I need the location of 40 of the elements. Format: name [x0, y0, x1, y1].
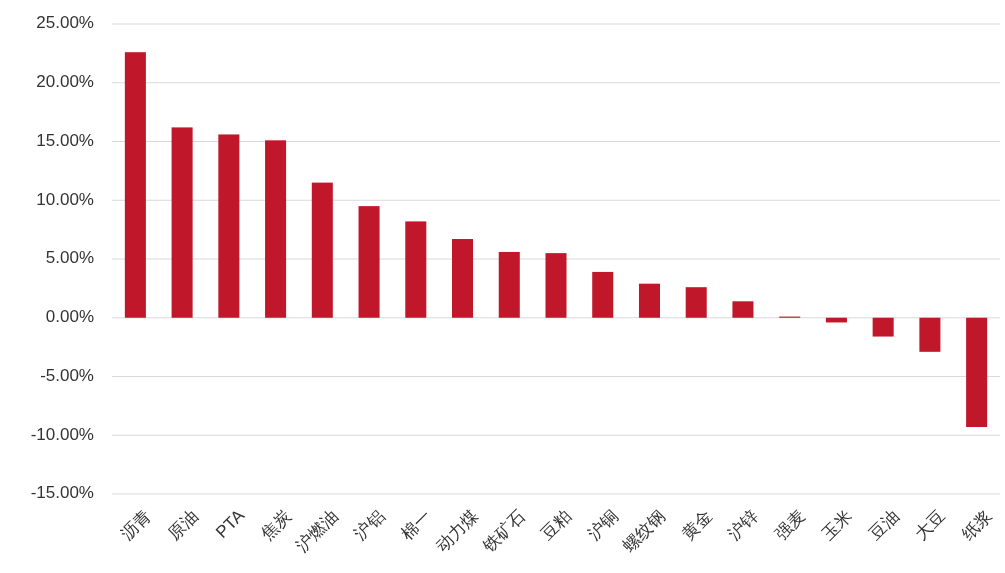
x-tick-label: 沪锌 — [724, 505, 763, 544]
x-tick-label: PTA — [212, 505, 249, 542]
y-tick-label: 0.00% — [45, 307, 94, 327]
x-tick-label: 沪燃油 — [292, 505, 342, 556]
bar — [171, 127, 193, 318]
bar — [732, 301, 754, 318]
x-tick-label: 纸浆 — [958, 505, 996, 544]
bar — [124, 52, 146, 318]
x-tick-label: 豆粕 — [537, 505, 576, 544]
bar — [919, 317, 941, 352]
x-tick-label: 沪铝 — [350, 505, 389, 544]
bar — [311, 182, 333, 318]
bar — [638, 283, 660, 318]
x-tick-label: 大豆 — [911, 505, 950, 544]
bar — [685, 287, 707, 318]
x-tick-label: 豆油 — [864, 505, 903, 544]
bar — [592, 271, 614, 318]
bar — [405, 221, 427, 318]
bar — [358, 206, 380, 318]
x-tick-label: 玉米 — [818, 505, 856, 544]
bar — [452, 239, 474, 318]
y-tick-label: 20.00% — [36, 72, 94, 92]
y-tick-label: 10.00% — [36, 189, 94, 209]
y-tick-label: -10.00% — [30, 424, 94, 444]
bar — [545, 253, 567, 318]
y-tick-label: 25.00% — [36, 13, 94, 33]
y-tick-label: -15.00% — [30, 483, 94, 503]
x-tick-label: 原油 — [163, 505, 202, 544]
y-tick-label: 15.00% — [36, 130, 94, 150]
bar — [498, 251, 520, 318]
x-tick-label: 焦炭 — [257, 505, 295, 544]
x-tick-label: 沥青 — [117, 505, 155, 544]
y-tick-label: -5.00% — [40, 365, 94, 385]
bar — [218, 134, 240, 318]
bar — [872, 317, 894, 337]
x-tick-label: 黄金 — [678, 505, 716, 544]
bar — [265, 140, 287, 318]
x-tick-label: 强麦 — [771, 505, 809, 544]
bar — [966, 317, 988, 428]
y-tick-label: 5.00% — [45, 248, 94, 268]
